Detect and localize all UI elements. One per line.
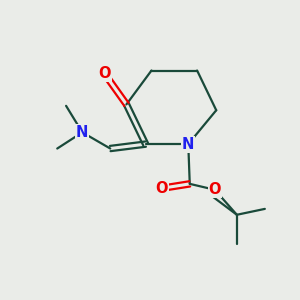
Text: O: O — [98, 66, 111, 81]
Text: N: N — [182, 136, 194, 152]
Text: O: O — [208, 182, 221, 197]
Text: N: N — [76, 125, 88, 140]
Text: O: O — [155, 181, 168, 196]
